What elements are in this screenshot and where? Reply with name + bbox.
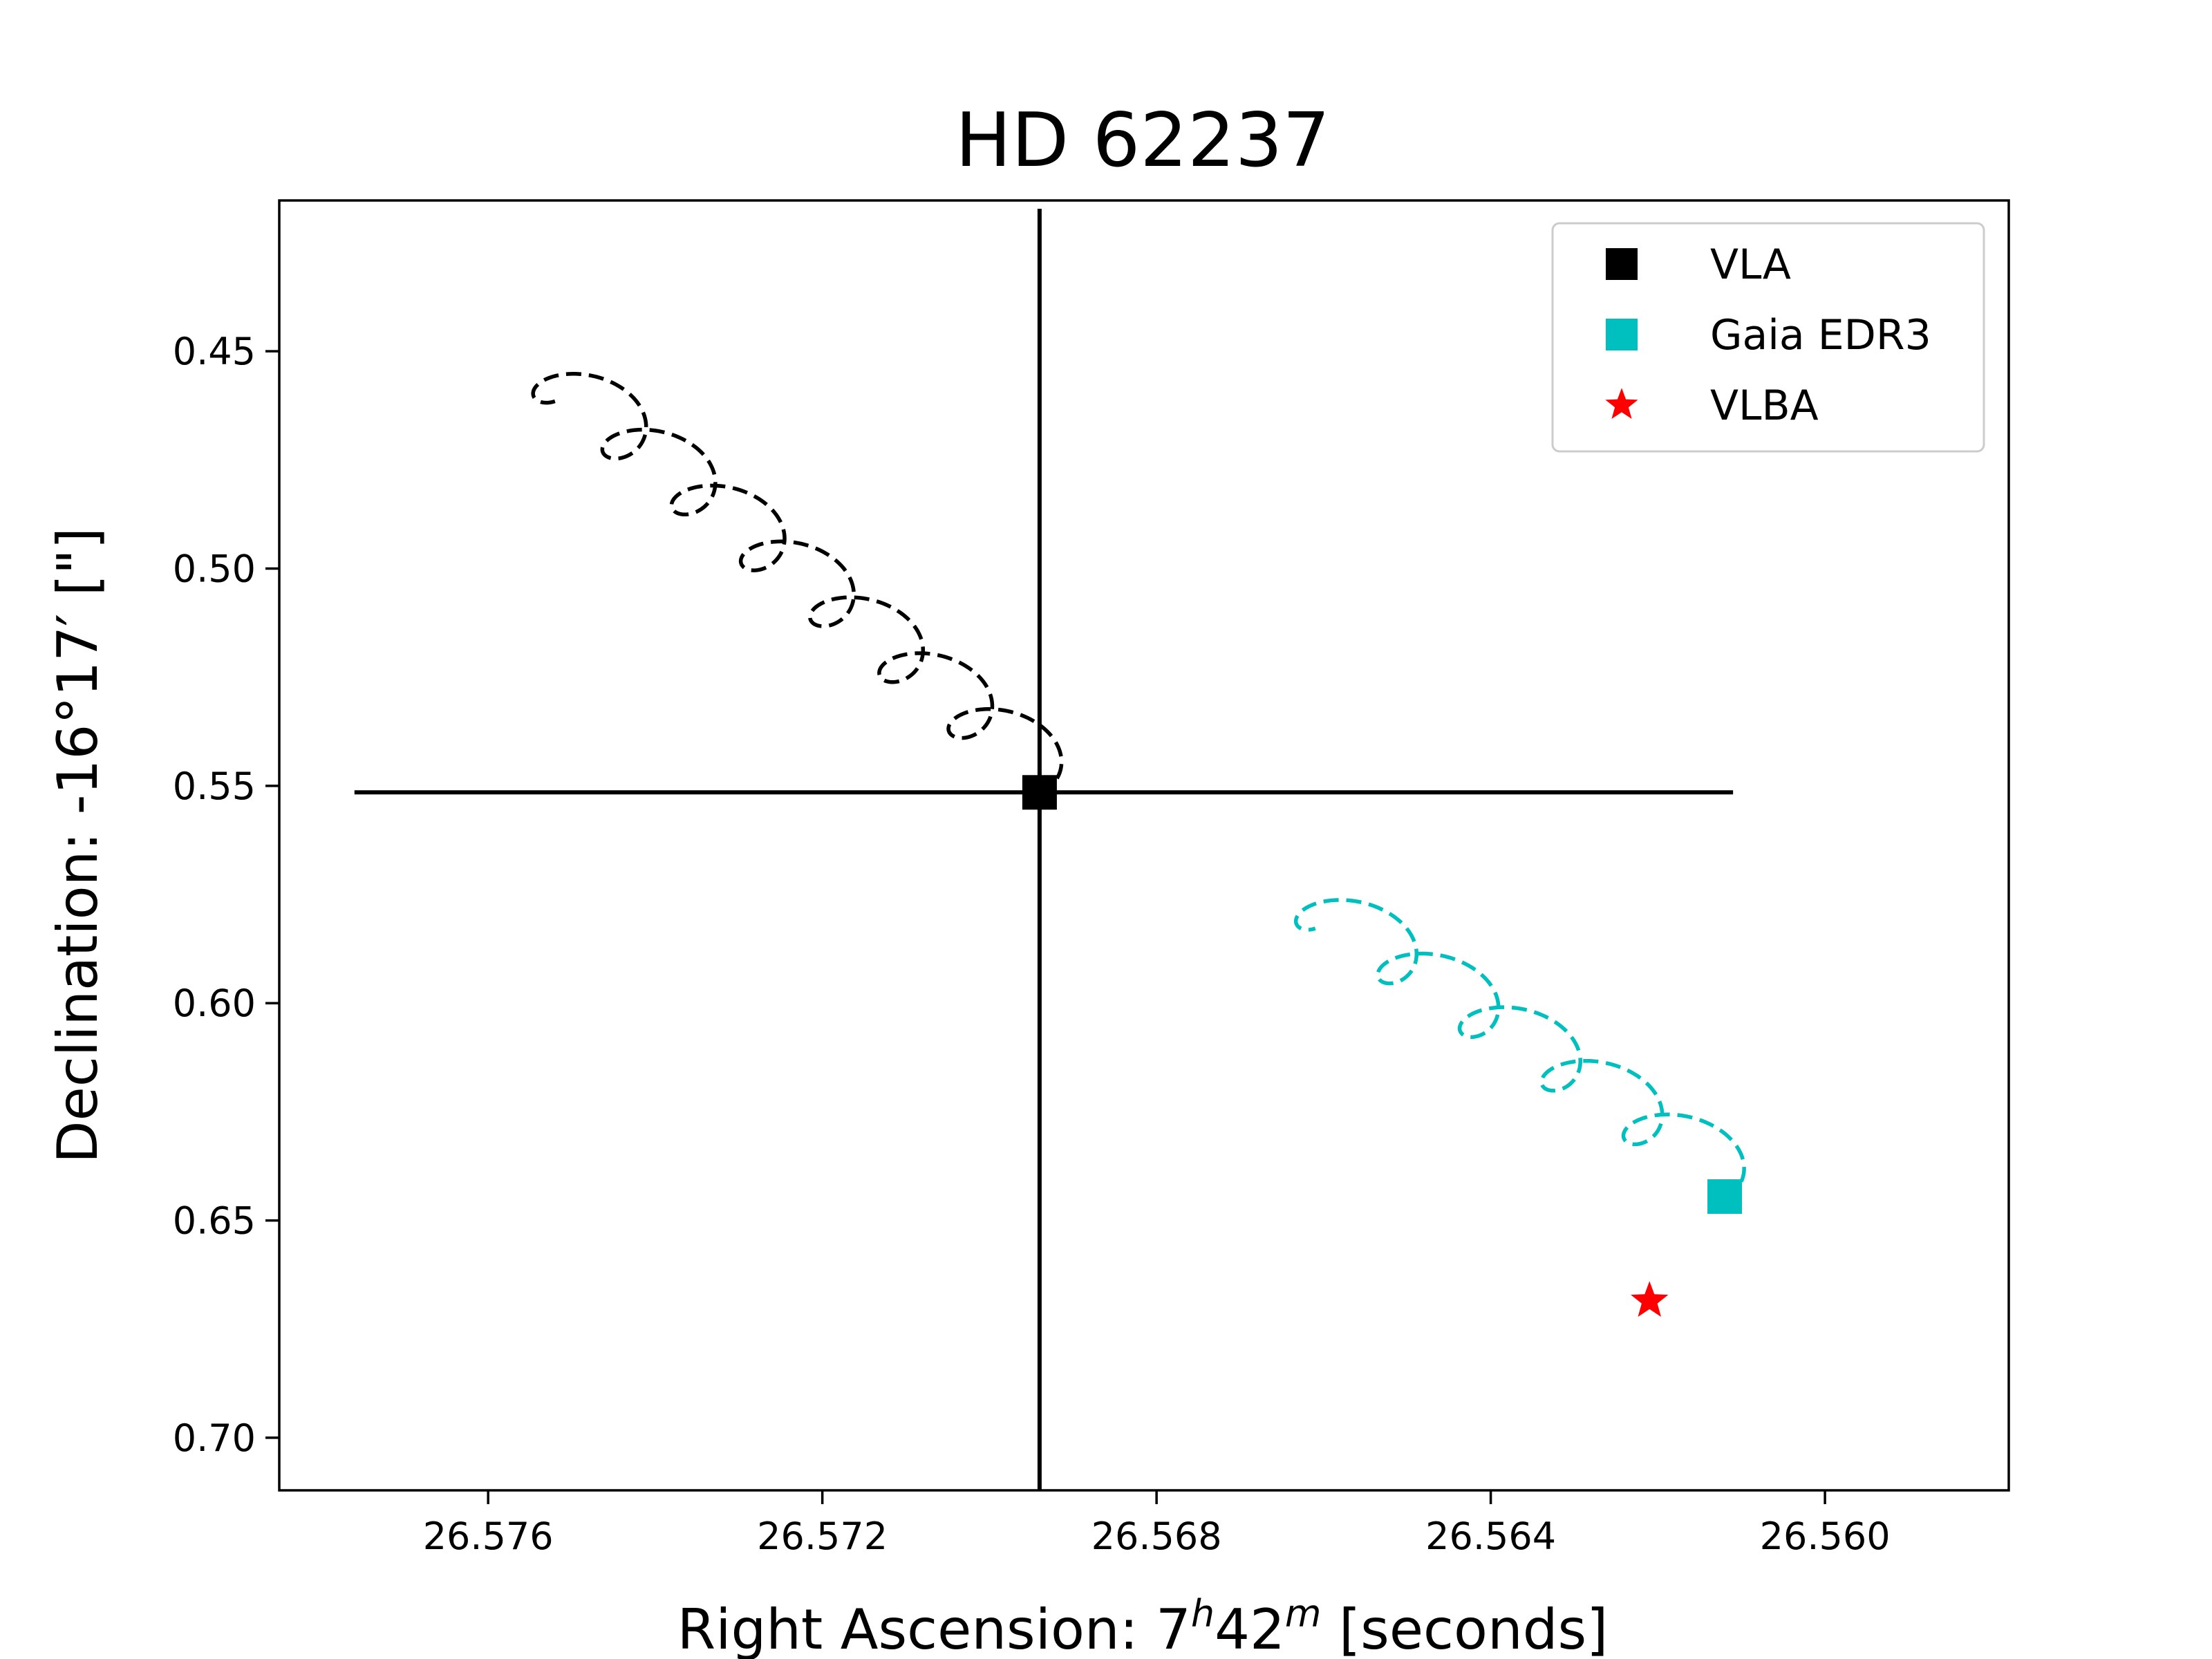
x-axis-label-m: m bbox=[1285, 1592, 1322, 1635]
y-tick-label: 0.55 bbox=[173, 765, 256, 808]
chart-title: HD 62237 bbox=[955, 97, 1330, 184]
y-axis-ticks: 0.45 0.50 0.55 0.60 0.65 0.70 bbox=[173, 330, 279, 1460]
y-tick-label: 0.50 bbox=[173, 547, 256, 591]
gaia-edr3-point bbox=[1707, 1179, 1743, 1214]
legend-label: VLBA bbox=[1710, 382, 1819, 430]
x-tick-label: 26.572 bbox=[757, 1515, 888, 1558]
motion-tracks bbox=[531, 372, 1746, 1199]
legend-marker-vlba bbox=[1605, 388, 1638, 420]
legend-box bbox=[1551, 222, 1985, 453]
x-tick-label: 26.560 bbox=[1760, 1515, 1891, 1558]
y-axis-label: Declination: -16°17′ ["] bbox=[46, 527, 110, 1163]
legend: VLA Gaia EDR3 VLBA bbox=[1551, 222, 1985, 453]
x-axis-ticks: 26.576 26.572 26.568 26.564 26.560 bbox=[423, 1490, 1891, 1558]
vlba-point bbox=[1631, 1281, 1669, 1317]
motion-track-line bbox=[1293, 898, 1746, 1199]
y-tick-label: 0.70 bbox=[173, 1416, 256, 1460]
x-axis-label: Right Ascension: 7h42m [seconds] bbox=[677, 1592, 1609, 1659]
vla-point bbox=[1022, 775, 1057, 810]
x-axis-label-mid: 42 bbox=[1215, 1597, 1285, 1659]
x-axis-label-prefix: Right Ascension: 7 bbox=[677, 1597, 1191, 1659]
axes-frame bbox=[278, 199, 2010, 1492]
data-points bbox=[1022, 775, 1743, 1317]
legend-label: Gaia EDR3 bbox=[1710, 311, 1931, 359]
x-axis-label-h: h bbox=[1191, 1592, 1215, 1635]
x-tick-label: 26.576 bbox=[423, 1515, 554, 1558]
y-tick-label: 0.60 bbox=[173, 982, 256, 1025]
motion-track-line bbox=[531, 372, 1064, 794]
legend-marker-gaia-edr3 bbox=[1606, 319, 1638, 350]
legend-marker-vla bbox=[1606, 248, 1638, 280]
y-tick-label: 0.45 bbox=[173, 330, 256, 373]
y-tick-label: 0.65 bbox=[173, 1199, 256, 1243]
x-tick-label: 26.564 bbox=[1425, 1515, 1556, 1558]
legend-label: VLA bbox=[1710, 241, 1791, 289]
x-tick-label: 26.568 bbox=[1091, 1515, 1222, 1558]
x-axis-label-suffix: [seconds] bbox=[1322, 1597, 1609, 1659]
